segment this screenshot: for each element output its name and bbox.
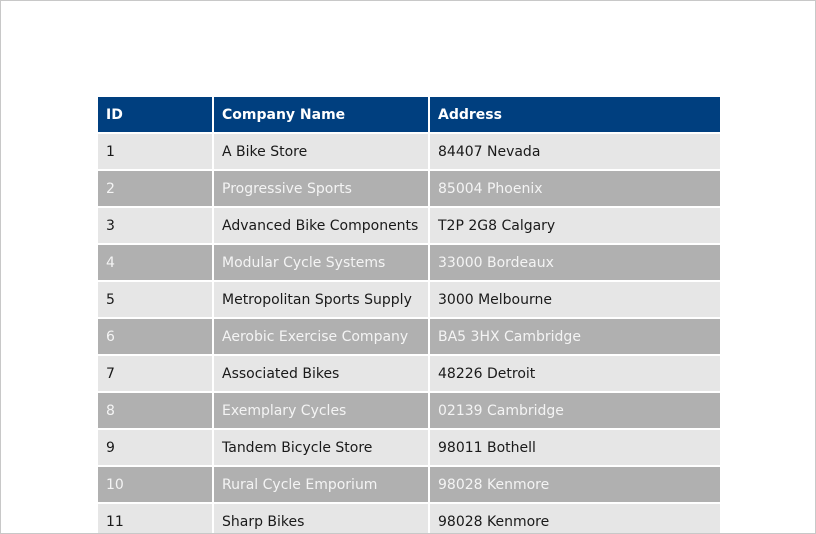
cell-id: 1 — [98, 134, 214, 171]
cell-company-name: Rural Cycle Emporium — [214, 467, 430, 504]
cell-company-name: Sharp Bikes — [214, 504, 430, 533]
cell-company-name: Metropolitan Sports Supply — [214, 282, 430, 319]
cell-id: 4 — [98, 245, 214, 282]
cell-address: 02139 Cambridge — [430, 393, 720, 430]
cell-id: 3 — [98, 208, 214, 245]
table-row: 3 Advanced Bike Components T2P 2G8 Calga… — [98, 208, 720, 245]
column-header-address: Address — [430, 97, 720, 134]
table-row: 6 Aerobic Exercise Company BA5 3HX Cambr… — [98, 319, 720, 356]
cell-address: 98028 Kenmore — [430, 504, 720, 533]
cell-id: 7 — [98, 356, 214, 393]
column-header-id: ID — [98, 97, 214, 134]
cell-company-name: A Bike Store — [214, 134, 430, 171]
table-header-row: ID Company Name Address — [98, 97, 720, 134]
company-table: ID Company Name Address 1 A Bike Store 8… — [98, 97, 720, 533]
cell-id: 11 — [98, 504, 214, 533]
table-row: 7 Associated Bikes 48226 Detroit — [98, 356, 720, 393]
cell-id: 9 — [98, 430, 214, 467]
table-row: 1 A Bike Store 84407 Nevada — [98, 134, 720, 171]
cell-address: BA5 3HX Cambridge — [430, 319, 720, 356]
cell-id: 10 — [98, 467, 214, 504]
cell-id: 8 — [98, 393, 214, 430]
cell-company-name: Advanced Bike Components — [214, 208, 430, 245]
cell-id: 6 — [98, 319, 214, 356]
cell-company-name: Tandem Bicycle Store — [214, 430, 430, 467]
cell-address: 3000 Melbourne — [430, 282, 720, 319]
cell-address: T2P 2G8 Calgary — [430, 208, 720, 245]
cell-address: 98028 Kenmore — [430, 467, 720, 504]
cell-company-name: Associated Bikes — [214, 356, 430, 393]
cell-company-name: Exemplary Cycles — [214, 393, 430, 430]
table-row: 9 Tandem Bicycle Store 98011 Bothell — [98, 430, 720, 467]
cell-company-name: Aerobic Exercise Company — [214, 319, 430, 356]
cell-id: 5 — [98, 282, 214, 319]
cell-address: 98011 Bothell — [430, 430, 720, 467]
table-row: 2 Progressive Sports 85004 Phoenix — [98, 171, 720, 208]
table-body: 1 A Bike Store 84407 Nevada 2 Progressiv… — [98, 134, 720, 533]
cell-address: 48226 Detroit — [430, 356, 720, 393]
cell-address: 33000 Bordeaux — [430, 245, 720, 282]
cell-id: 2 — [98, 171, 214, 208]
table-row: 10 Rural Cycle Emporium 98028 Kenmore — [98, 467, 720, 504]
column-header-company-name: Company Name — [214, 97, 430, 134]
table-row: 8 Exemplary Cycles 02139 Cambridge — [98, 393, 720, 430]
table-row: 11 Sharp Bikes 98028 Kenmore — [98, 504, 720, 533]
table-row: 4 Modular Cycle Systems 33000 Bordeaux — [98, 245, 720, 282]
cell-address: 85004 Phoenix — [430, 171, 720, 208]
cell-address: 84407 Nevada — [430, 134, 720, 171]
cell-company-name: Progressive Sports — [214, 171, 430, 208]
cell-company-name: Modular Cycle Systems — [214, 245, 430, 282]
table-row: 5 Metropolitan Sports Supply 3000 Melbou… — [98, 282, 720, 319]
